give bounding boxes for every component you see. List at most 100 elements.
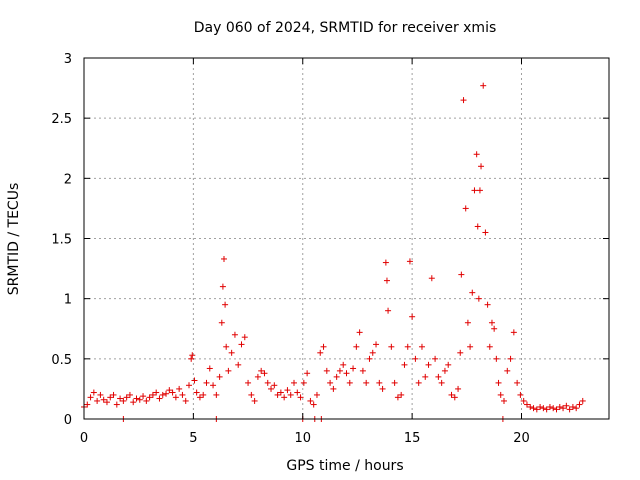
data-point xyxy=(457,349,464,356)
data-point xyxy=(200,391,207,398)
data-point xyxy=(471,187,478,194)
data-point xyxy=(484,301,491,308)
data-point xyxy=(385,307,392,314)
data-point xyxy=(473,151,480,158)
data-point xyxy=(398,391,405,398)
data-point xyxy=(317,349,324,356)
data-point xyxy=(475,295,482,302)
data-point xyxy=(495,379,502,386)
data-point xyxy=(491,325,498,332)
data-point xyxy=(216,373,223,380)
data-point xyxy=(379,385,386,392)
data-point xyxy=(480,82,487,89)
data-point xyxy=(504,367,511,374)
data-point xyxy=(258,367,265,374)
data-point xyxy=(163,390,170,397)
data-point xyxy=(560,405,567,412)
data-point xyxy=(566,406,573,413)
data-point xyxy=(579,397,586,404)
data-point xyxy=(573,405,580,412)
data-point xyxy=(218,319,225,326)
data-point xyxy=(517,391,524,398)
data-point xyxy=(323,367,330,374)
data-point xyxy=(540,405,547,412)
data-point xyxy=(123,394,130,401)
data-point xyxy=(304,370,311,377)
x-axis-ticks: 0 5 10 15 20 xyxy=(80,58,530,446)
data-point xyxy=(478,163,485,170)
data-point xyxy=(373,341,380,348)
data-point xyxy=(327,379,334,386)
data-point xyxy=(432,355,439,362)
data-point xyxy=(210,382,217,389)
y-axis-label: SRMTID / TECUs xyxy=(6,183,22,296)
data-point xyxy=(241,334,248,341)
data-point xyxy=(550,405,557,412)
data-point xyxy=(188,355,195,362)
data-point xyxy=(248,391,255,398)
data-point xyxy=(307,397,314,404)
data-point xyxy=(153,389,160,396)
data-point xyxy=(445,361,452,368)
data-point xyxy=(346,379,353,386)
data-point xyxy=(277,389,284,396)
data-point xyxy=(271,382,278,389)
data-point xyxy=(376,379,383,386)
data-point xyxy=(507,355,514,362)
data-point xyxy=(563,402,570,409)
data-point xyxy=(422,373,429,380)
y-tick-label: 2.5 xyxy=(51,112,72,127)
data-point xyxy=(404,343,411,350)
data-point xyxy=(340,361,347,368)
data-point xyxy=(310,401,317,408)
y-tick-label: 3 xyxy=(64,52,72,67)
data-point xyxy=(569,403,576,410)
data-point xyxy=(356,329,363,336)
data-point xyxy=(523,401,530,408)
x-tick-label: 15 xyxy=(404,431,421,446)
data-point xyxy=(435,373,442,380)
data-point xyxy=(297,394,304,401)
data-point xyxy=(245,379,252,386)
data-point xyxy=(268,385,275,392)
data-point xyxy=(274,391,281,398)
y-tick-label: 2 xyxy=(64,172,72,187)
plot-frame xyxy=(83,57,610,420)
data-point xyxy=(527,403,534,410)
data-point xyxy=(553,406,560,413)
data-point xyxy=(388,343,395,350)
y-tick-label: 0.5 xyxy=(51,353,72,368)
data-point xyxy=(415,379,422,386)
data-point xyxy=(556,403,563,410)
data-point xyxy=(84,401,91,408)
data-point xyxy=(191,377,198,384)
data-point xyxy=(146,394,153,401)
data-point xyxy=(510,329,517,336)
data-point xyxy=(520,397,527,404)
data-point xyxy=(140,393,147,400)
data-point xyxy=(313,391,320,398)
data-point xyxy=(294,389,301,396)
data-point xyxy=(235,361,242,368)
data-point xyxy=(113,401,120,408)
data-point xyxy=(94,397,101,404)
data-point xyxy=(231,331,238,338)
data-point xyxy=(343,370,350,377)
data-point xyxy=(333,373,340,380)
x-tick-label: 10 xyxy=(294,431,311,446)
data-point xyxy=(281,394,288,401)
data-point xyxy=(238,341,245,348)
data-point xyxy=(469,289,476,296)
data-point xyxy=(120,397,127,404)
data-point xyxy=(543,406,550,413)
data-point xyxy=(458,271,465,278)
data-point xyxy=(193,389,200,396)
data-point xyxy=(391,379,398,386)
data-point xyxy=(159,391,166,398)
data-point xyxy=(382,259,389,266)
data-point xyxy=(107,394,114,401)
data-point xyxy=(110,391,117,398)
y-tick-label: 1 xyxy=(64,293,72,308)
data-point xyxy=(406,258,413,265)
data-point xyxy=(359,367,366,374)
